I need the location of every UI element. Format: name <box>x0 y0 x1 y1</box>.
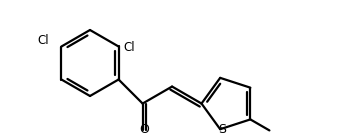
Text: O: O <box>139 123 149 136</box>
Text: Cl: Cl <box>38 34 50 47</box>
Text: S: S <box>218 123 226 136</box>
Text: Cl: Cl <box>124 42 135 55</box>
